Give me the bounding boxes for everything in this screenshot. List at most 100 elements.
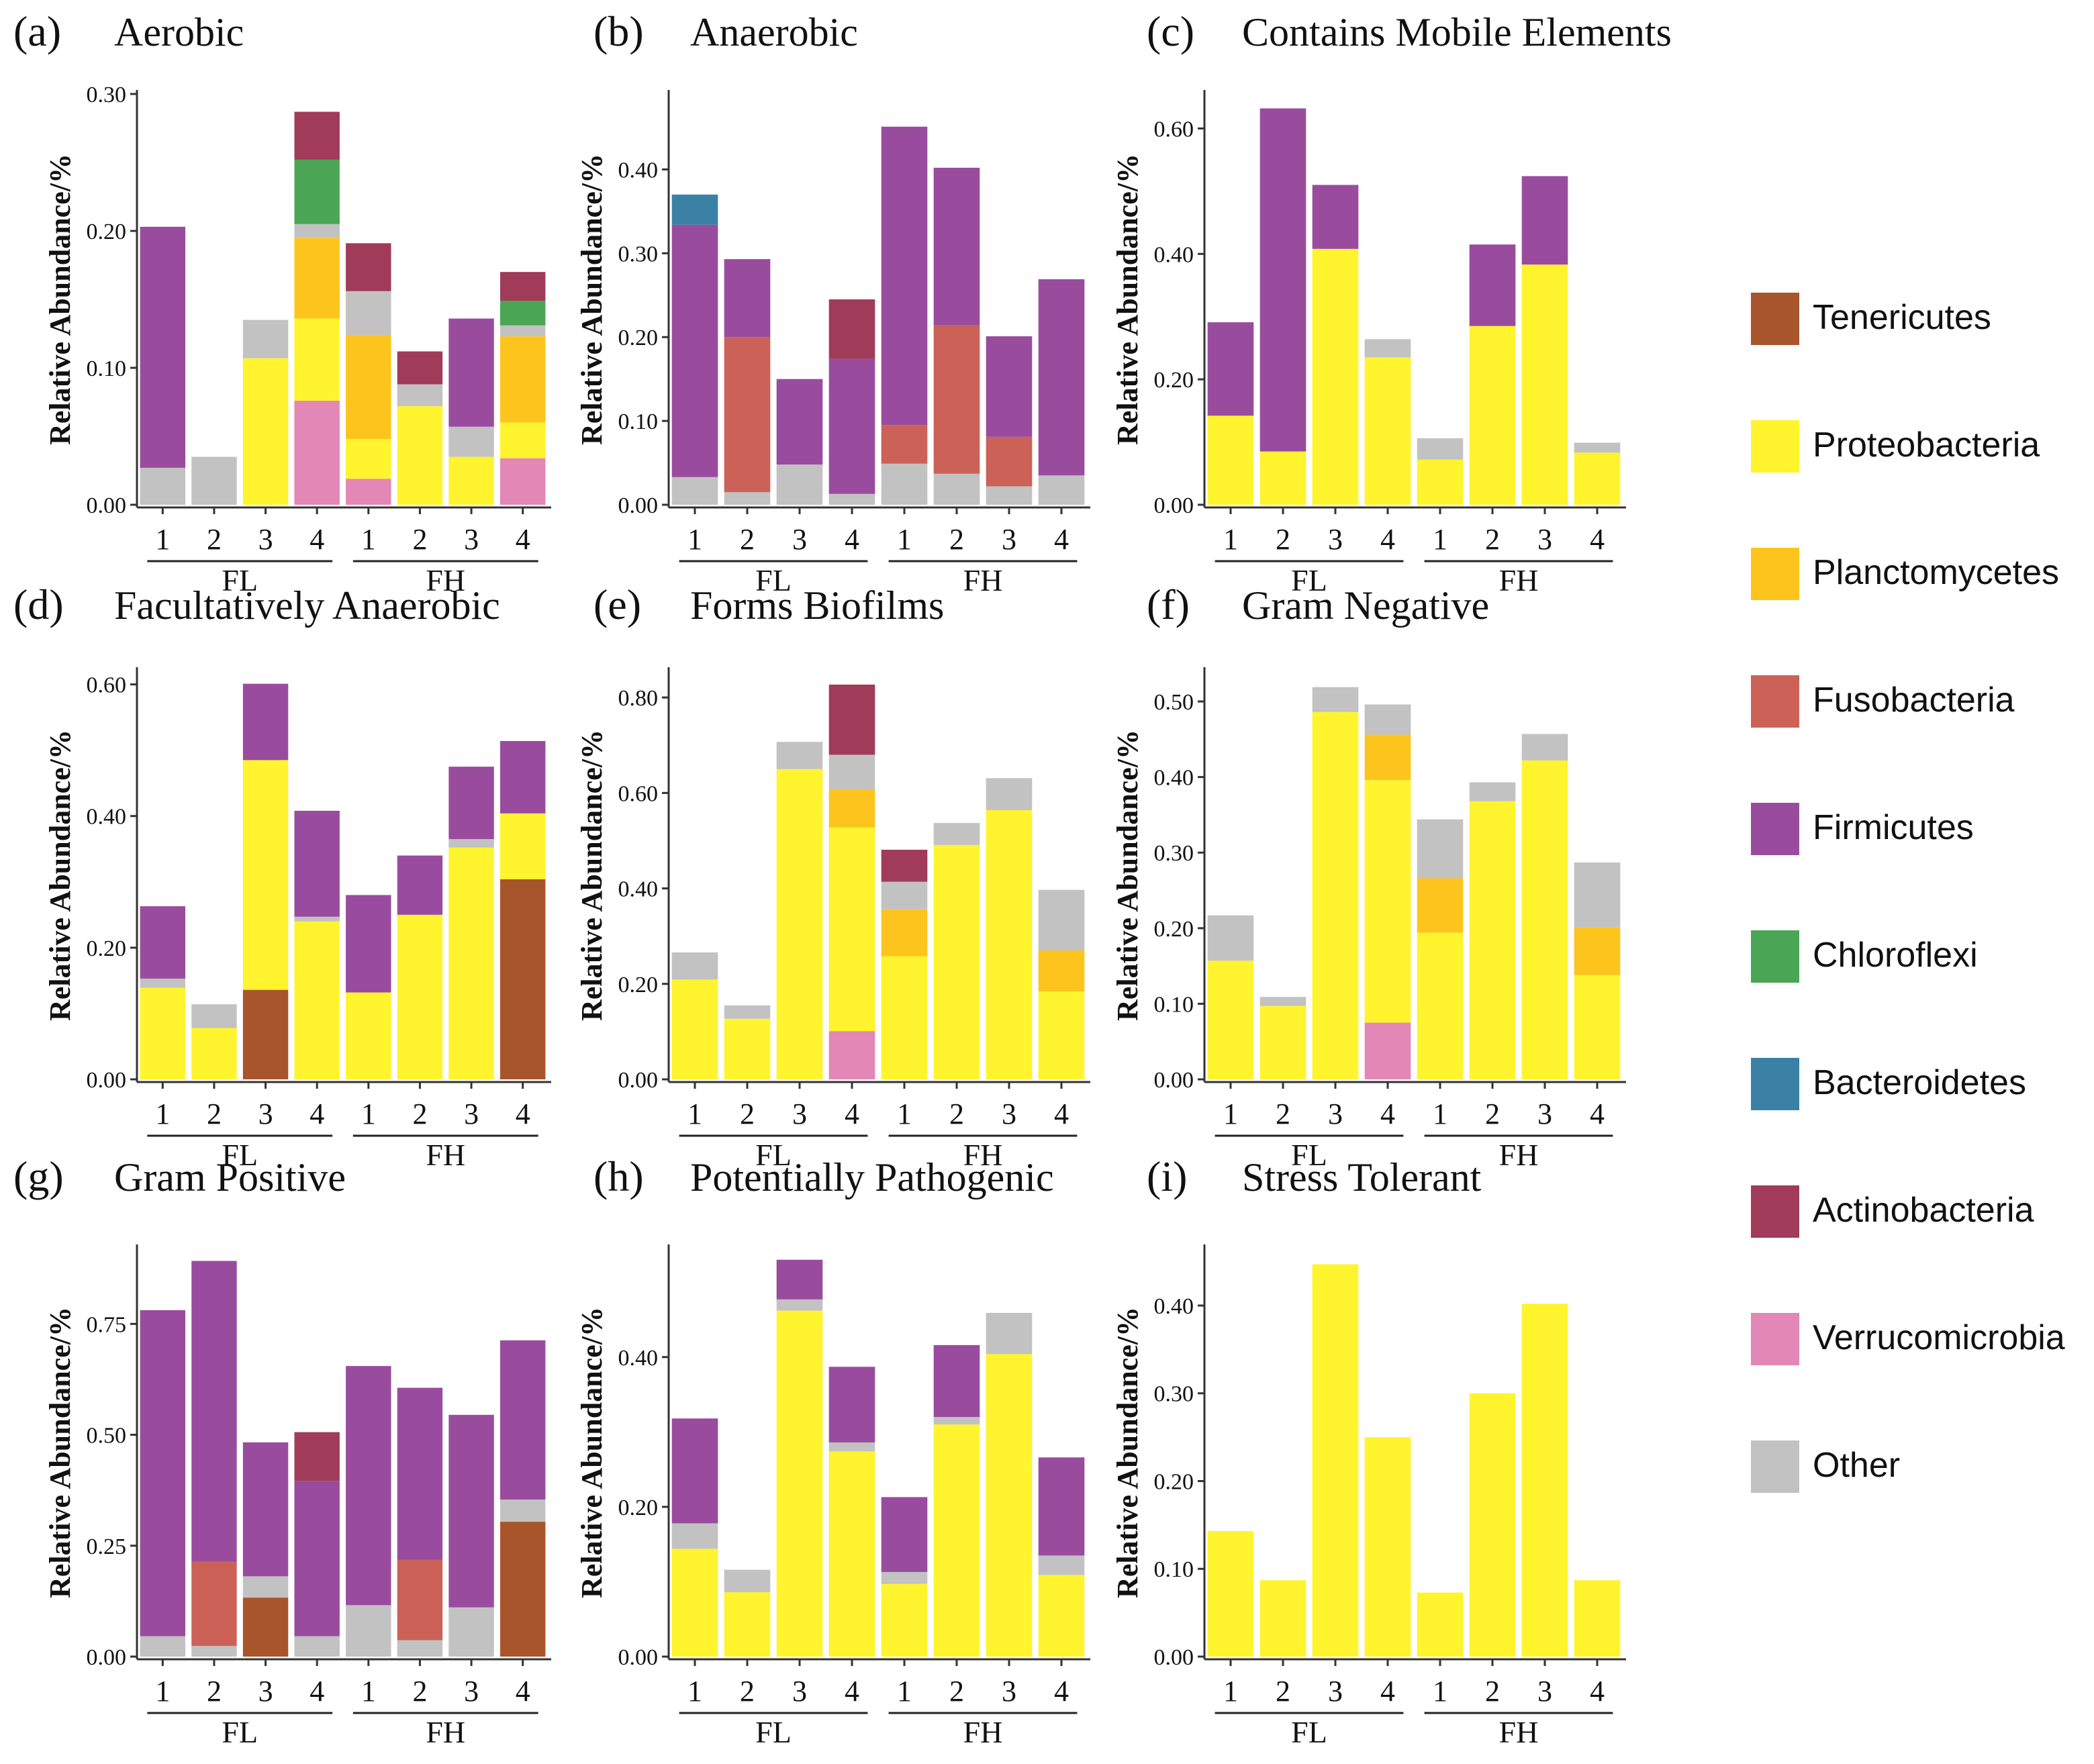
group-label: FH [963,1715,1003,1749]
x-tick-label: 1 [1223,523,1238,556]
panel-letter: (f) [1147,581,1190,628]
bar-segment-planctomycetes [1038,950,1085,992]
bar-segment-planctomycetes [1574,927,1621,975]
bar-segment-other [671,952,718,980]
panel-title: Forms Biofilms [690,583,944,628]
bar-segment-proteobacteria [1364,1437,1411,1657]
bar-segment-verrucomicrobia [346,479,391,505]
bar-segment-firmicutes [1038,279,1085,476]
y-tick-label: 0.00 [1154,493,1194,518]
bar-segment-other [933,473,980,505]
bar-segment-proteobacteria [671,979,718,1079]
legend-swatch [1751,1185,1799,1238]
y-tick-label: 0.60 [618,781,659,806]
bar-segment-other [1364,339,1411,358]
bar-segment-other [1574,862,1621,928]
group-label: FH [1499,1138,1539,1172]
bar-segment-tenericutes [499,1522,546,1657]
bar-segment-firmicutes [499,1340,546,1500]
panel-letter: (b) [593,7,644,55]
panel-title: Stress Tolerant [1242,1155,1482,1199]
bar-segment-firmicutes [828,358,875,494]
x-tick-label: 1 [1433,1097,1447,1130]
x-tick-label: 2 [412,523,427,556]
chart-panel-e: (e) Forms Biofilms 0.00 0.20 0.40 0.60 0.80 Rel… [575,581,1090,1172]
x-tick-label: 4 [516,1097,530,1130]
bar-segment-other [448,839,494,848]
bar-segment-firmicutes [448,767,494,840]
bar-segment-other [1207,915,1254,961]
chart-panel-c: (c) Contains Mobile Elements 0.00 0.20 0.40 0… [1111,7,1672,597]
x-tick-label: 1 [687,1675,702,1708]
bar-segment-other [986,486,1033,505]
bar-segment-proteobacteria [346,439,391,479]
x-tick-label: 1 [1223,1675,1238,1708]
bar-segment-other [294,1636,340,1657]
bar-segment-other [881,463,928,505]
legend-swatch [1751,803,1799,855]
x-tick-label: 2 [207,523,222,556]
panel-title: Facultatively Anaerobic [114,583,500,628]
y-axis-label: Relative Abundance/% [575,730,608,1021]
x-tick-label: 4 [1590,523,1605,556]
bar-segment-other [1521,734,1568,761]
bar-segment-tenericutes [499,879,546,1079]
bar-segment-other [1259,997,1306,1006]
bar-segment-firmicutes [986,336,1033,437]
bar-segment-proteobacteria [986,810,1033,1079]
legend-item-label: Other [1813,1446,1900,1485]
bar-segment-fusobacteria [724,337,771,493]
bar-segment-firmicutes [191,1261,237,1562]
bar-segment-other [881,881,928,910]
x-tick-label: 4 [1380,1097,1395,1130]
bar-segment-other [724,1005,771,1019]
bar-segment-other [724,1569,771,1593]
panel-title: Gram Negative [1242,583,1489,628]
bar-segment-other [294,916,340,922]
bar-segment-other [828,1442,875,1452]
bar-segment-other [986,1312,1033,1355]
x-tick-label: 1 [1223,1097,1238,1130]
bar-segment-firmicutes [140,1310,186,1636]
group-label: FL [755,563,792,597]
bar-segment-proteobacteria [1417,1592,1464,1657]
group-label: FH [963,563,1003,597]
bar-segment-proteobacteria [242,760,289,990]
y-tick-label: 0.80 [618,686,659,711]
bar-segment-other [828,493,875,505]
bar-segment-firmicutes [724,259,771,338]
y-tick-label: 0.20 [618,1496,659,1520]
legend-item-label: Tenericutes [1813,298,1991,337]
y-tick-label: 0.40 [618,158,659,183]
bar-segment-other [881,1571,928,1584]
bar-segment-other [140,978,186,988]
y-tick-label: 0.00 [618,1068,659,1093]
legend-swatch [1751,1313,1799,1365]
y-tick-label: 0.20 [1154,368,1194,393]
x-tick-label: 4 [516,1675,530,1708]
x-tick-label: 3 [258,1097,273,1130]
bar-segment-proteobacteria [881,956,928,1079]
y-tick-label: 0.00 [1154,1645,1194,1670]
bar-segment-proteobacteria [1038,1575,1085,1657]
y-tick-label: 0.50 [87,1424,127,1449]
y-axis-label: Relative Abundance/% [575,1307,608,1598]
bar-segment-proteobacteria [828,1451,875,1657]
x-tick-label: 3 [258,523,273,556]
legend-item-label: Verrucomicrobia [1813,1318,2065,1357]
bar-segment-fusobacteria [191,1561,237,1647]
x-tick-label: 2 [412,1097,427,1130]
bar-segment-proteobacteria [448,456,494,505]
chart-panel-a: (a) Aerobic 0.00 0.10 0.20 0.30 Relative Abund… [13,7,551,597]
group-label: FH [963,1138,1003,1172]
legend-swatch [1751,293,1799,345]
bar-segment-other [724,492,771,505]
x-tick-label: 2 [740,1675,755,1708]
y-tick-label: 0.20 [1154,1469,1194,1494]
y-tick-label: 0.20 [618,973,659,997]
y-tick-label: 0.00 [87,1645,127,1670]
x-tick-label: 2 [1485,523,1500,556]
panel-title: Contains Mobile Elements [1242,10,1672,54]
legend-swatch [1751,675,1799,728]
bar-segment-firmicutes [448,1414,494,1608]
